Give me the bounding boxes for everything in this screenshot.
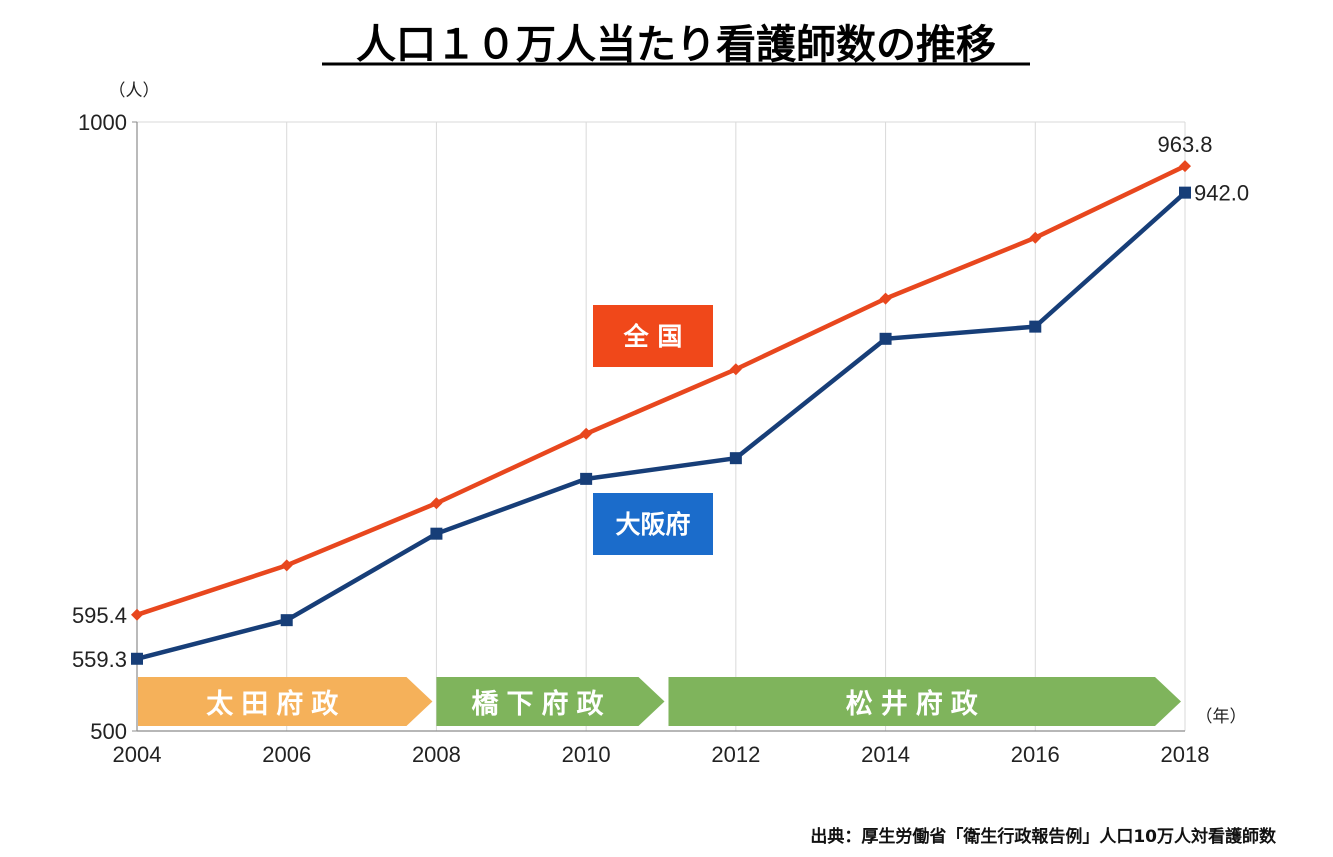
era-label: 太田府政 [206, 688, 346, 720]
era-label: 松井府政 [846, 688, 986, 720]
x-tick-label: 2018 [1161, 742, 1210, 767]
data-point [430, 497, 443, 510]
legend-box [593, 493, 713, 555]
chart-title: 人口１０万人当たり看護師数の推移 [356, 22, 996, 68]
gridlines [137, 121, 1186, 731]
series-line [136, 164, 1186, 617]
x-tick-label: 2016 [1011, 742, 1060, 767]
data-point [1179, 186, 1191, 199]
x-tick-label: 2008 [412, 742, 461, 767]
x-tick-label: 2010 [562, 742, 611, 767]
era-band [138, 677, 433, 726]
series-lines [131, 160, 1191, 665]
data-point [1029, 320, 1042, 333]
data-point [1179, 160, 1191, 173]
era-band [668, 677, 1181, 726]
x-axis-unit: （年） [1196, 707, 1247, 727]
source-note: 出典：厚生労働省「衛生行政報告例」人口10万人対看護師数 [810, 826, 1277, 847]
data-point [1029, 231, 1042, 244]
x-tick-label: 2012 [711, 742, 760, 767]
legend-box [593, 305, 713, 367]
x-tick-label: 2004 [113, 742, 162, 767]
legend-label: 大阪府 [615, 510, 690, 539]
tick-labels: 2004 2006 2008 2010 2012 2014 2016 2018 500 559.3… [72, 110, 1210, 767]
x-tick-label: 2006 [262, 742, 311, 767]
era-label: 橋下府政 [471, 688, 611, 720]
series-line [136, 190, 1187, 661]
data-point [879, 292, 892, 305]
data-annotations: 963.8 942.0 [1157, 132, 1249, 206]
axes [132, 121, 1185, 732]
data-point [430, 527, 443, 540]
data-point [131, 608, 143, 621]
era-bands: 太田府政 橋下府政 松井府政 [138, 677, 1181, 726]
data-point [879, 332, 892, 345]
legend-label: 全 国 [623, 322, 683, 351]
data-point [729, 452, 742, 465]
y-tick-label: 559.3 [72, 647, 127, 672]
data-point [580, 427, 593, 440]
y-tick-label: 500 [90, 719, 127, 744]
data-point [580, 472, 593, 485]
y-axis-unit: （人） [109, 81, 160, 101]
era-band [436, 677, 665, 726]
data-point [131, 652, 143, 665]
data-label: 942.0 [1194, 181, 1249, 206]
data-point [280, 614, 293, 627]
y-tick-label: 595.4 [72, 603, 127, 628]
y-tick-label: 1000 [78, 110, 127, 135]
data-label: 963.8 [1157, 132, 1212, 157]
data-point [729, 363, 742, 376]
x-tick-label: 2014 [861, 742, 910, 767]
data-point [280, 559, 293, 572]
